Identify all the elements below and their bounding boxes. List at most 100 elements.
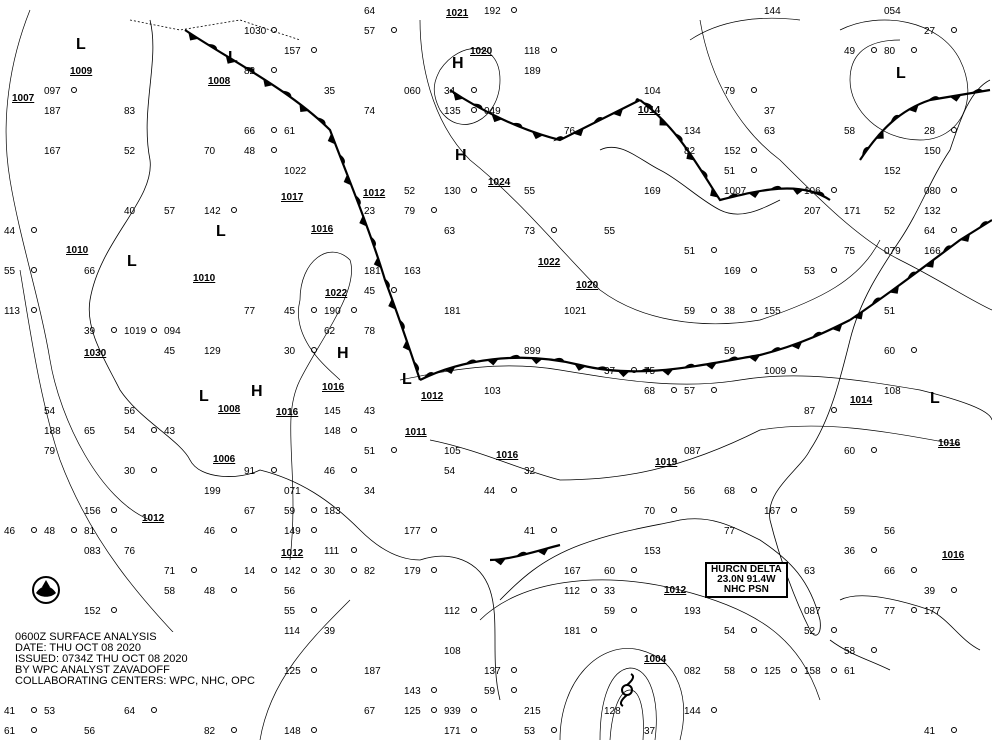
warm-front-icon <box>508 354 521 358</box>
low-pressure-center: L <box>896 65 906 82</box>
station-circle-icon <box>351 547 357 553</box>
station-value: 59 <box>724 346 736 357</box>
station-circle-icon <box>831 187 837 193</box>
low-pressure-center: L <box>228 49 238 66</box>
hurricane-name: HURCN DELTA <box>711 564 782 575</box>
station-value: 48 <box>244 146 256 157</box>
station-circle-icon <box>751 147 757 153</box>
station-value: 58 <box>844 126 856 137</box>
warm-front-icon <box>370 236 377 248</box>
station-value: 52 <box>124 146 136 157</box>
station-value: 108 <box>444 646 461 657</box>
warm-front-icon <box>511 122 523 128</box>
station-value: 45 <box>364 286 376 297</box>
isobar-label: 1014 <box>850 395 873 406</box>
isobar-label: 1016 <box>311 224 334 235</box>
station-circle-icon <box>631 607 637 613</box>
station-value: 66 <box>84 266 96 277</box>
cold-front-icon <box>791 341 803 350</box>
station-value: 64 <box>364 6 376 17</box>
station-value: 83 <box>124 106 136 117</box>
station-value: 66 <box>884 566 896 577</box>
hurricane-source: NHC PSN <box>723 584 769 595</box>
station-value: 167 <box>44 146 61 157</box>
station-value: 097 <box>44 86 61 97</box>
station-value: 108 <box>884 386 901 397</box>
station-circle-icon <box>911 47 917 53</box>
station-value: 1019 <box>124 326 147 337</box>
cold-front-icon <box>748 191 761 199</box>
station-circle-icon <box>951 127 957 133</box>
station-circle-icon <box>871 47 877 53</box>
map-caption: 0600Z SURFACE ANALYSIS DATE: THU OCT 08 2… <box>15 632 255 687</box>
cold-front-icon <box>686 150 695 161</box>
station-value: 41 <box>524 526 536 537</box>
isobar-label: 1004 <box>644 654 667 665</box>
isobar-lines <box>5 9 992 741</box>
station-value: 82 <box>204 726 216 737</box>
station-value: 53 <box>524 726 536 737</box>
station-value: 060 <box>404 86 421 97</box>
isobar-label: 1007 <box>12 93 35 104</box>
station-value: 128 <box>604 706 621 717</box>
station-circle-icon <box>271 147 277 153</box>
station-circle-icon <box>791 667 797 673</box>
station-circle-icon <box>831 627 837 633</box>
cold-front-icon <box>188 32 199 41</box>
isobar-label: 1012 <box>142 513 165 524</box>
station-circle-icon <box>711 707 717 713</box>
warm-front-icon <box>862 146 870 157</box>
station-circle-icon <box>311 347 317 353</box>
warm-front-icon <box>942 245 952 254</box>
isobar-label: 1012 <box>281 548 304 559</box>
station-value: 44 <box>4 226 16 237</box>
station-value: 51 <box>884 306 896 317</box>
station-value: 59 <box>284 506 296 517</box>
station-value: 181 <box>364 266 381 277</box>
warm-front-icon <box>890 114 900 123</box>
station-circle-icon <box>511 7 517 13</box>
cold-front-icon <box>661 368 674 376</box>
cold-front-icon <box>959 233 971 242</box>
station-value: 51 <box>724 166 736 177</box>
isobar-label: 1009 <box>70 66 93 77</box>
station-value: 63 <box>764 126 776 137</box>
station-value: 56 <box>84 726 96 737</box>
station-value: 177 <box>404 526 421 537</box>
station-circle-icon <box>311 527 317 533</box>
low-pressure-center: L <box>76 36 86 53</box>
cold-front-icon <box>573 128 584 137</box>
warm-front-icon <box>413 360 420 373</box>
isobar-label: 1019 <box>655 457 678 468</box>
cold-front-icon <box>343 174 352 186</box>
hurricane-position: 23.0N 91.4W <box>717 574 776 585</box>
station-value: 46 <box>204 526 216 537</box>
station-value: 73 <box>524 226 536 237</box>
cold-front-icon <box>486 358 499 366</box>
station-value: 082 <box>684 666 701 677</box>
station-circle-icon <box>271 567 277 573</box>
cold-front-icon <box>617 370 630 378</box>
station-circle-icon <box>31 707 37 713</box>
station-plots: 148 51 143 63 125 56 46 087 44 083 41 167 27 1021 30 16… <box>4 6 957 737</box>
station-value: 49 <box>844 46 856 57</box>
station-circle-icon <box>711 307 717 313</box>
station-value: 77 <box>724 526 736 537</box>
station-value: 163 <box>404 266 421 277</box>
station-value: 083 <box>84 546 101 557</box>
cold-front-icon <box>388 298 396 310</box>
station-value: 939 <box>444 706 461 717</box>
station-circle-icon <box>351 567 357 573</box>
warm-front-icon <box>316 117 326 126</box>
station-circle-icon <box>311 607 317 613</box>
station-circle-icon <box>231 727 237 733</box>
station-circle-icon <box>911 607 917 613</box>
station-circle-icon <box>751 627 757 633</box>
station-circle-icon <box>31 307 37 313</box>
station-value: 66 <box>244 126 256 137</box>
station-value: 63 <box>444 226 456 237</box>
cold-front-icon <box>373 256 382 269</box>
station-circle-icon <box>831 667 837 673</box>
station-value: 63 <box>804 566 816 577</box>
